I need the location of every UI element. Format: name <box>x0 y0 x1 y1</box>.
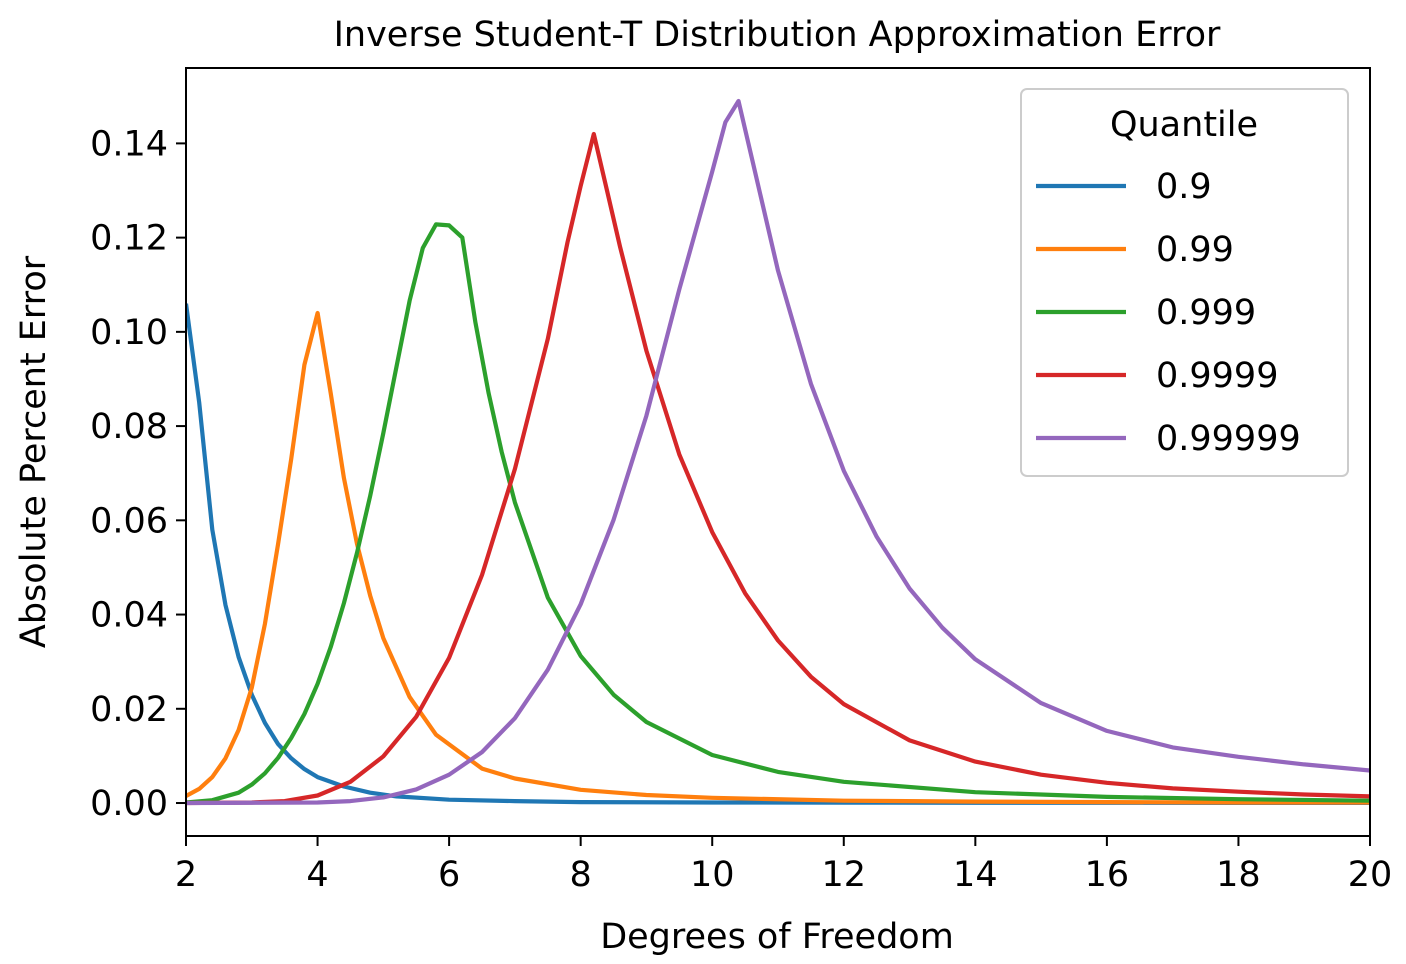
y-tick-label: 0.10 <box>90 313 168 353</box>
y-axis-ticks: 0.00 0.02 0.04 0.06 0.08 0.10 0.12 0.14 <box>90 124 186 824</box>
legend-label-0: 0.9 <box>1156 167 1212 207</box>
x-axis-ticks: 2 4 6 8 10 12 14 16 18 20 <box>175 836 1392 895</box>
chart-title: Inverse Student-T Distribution Approxima… <box>334 15 1221 55</box>
series-line-1 <box>186 310 1370 805</box>
series-layer <box>186 98 1370 806</box>
y-tick-label: 0.00 <box>90 784 168 824</box>
series-line-4 <box>186 98 1370 806</box>
legend: Quantile 0.9 0.99 0.999 0.9999 0.99999 <box>1020 88 1349 477</box>
y-tick-label: 0.02 <box>90 690 168 730</box>
y-tick-label: 0.06 <box>90 501 168 541</box>
y-tick-label: 0.04 <box>90 596 168 636</box>
legend-entries: 0.9 0.99 0.999 0.9999 0.99999 <box>1036 167 1301 459</box>
series-line-3 <box>186 131 1370 806</box>
series-line-2 <box>186 222 1370 805</box>
x-tick-label: 6 <box>438 855 460 895</box>
y-axis-label: Absolute Percent Error <box>14 255 54 648</box>
legend-label-2: 0.999 <box>1156 293 1256 333</box>
x-tick-label: 14 <box>953 855 998 895</box>
x-tick-label: 10 <box>690 855 735 895</box>
legend-label-1: 0.99 <box>1156 230 1234 270</box>
x-tick-label: 8 <box>570 855 592 895</box>
x-tick-label: 20 <box>1348 855 1393 895</box>
x-tick-label: 4 <box>306 855 328 895</box>
x-tick-label: 2 <box>175 855 197 895</box>
x-tick-label: 18 <box>1216 855 1261 895</box>
y-tick-label: 0.12 <box>90 219 168 259</box>
x-tick-label: 16 <box>1085 855 1130 895</box>
plot-frame <box>185 67 1371 837</box>
y-tick-label: 0.08 <box>90 407 168 447</box>
legend-title: Quantile <box>1110 105 1258 145</box>
x-axis-label: Degrees of Freedom <box>600 917 954 957</box>
legend-label-3: 0.9999 <box>1156 356 1278 396</box>
y-tick-label: 0.14 <box>90 124 168 164</box>
legend-label-4: 0.99999 <box>1156 419 1301 459</box>
x-tick-label: 12 <box>822 855 867 895</box>
legend-box <box>1020 88 1349 477</box>
